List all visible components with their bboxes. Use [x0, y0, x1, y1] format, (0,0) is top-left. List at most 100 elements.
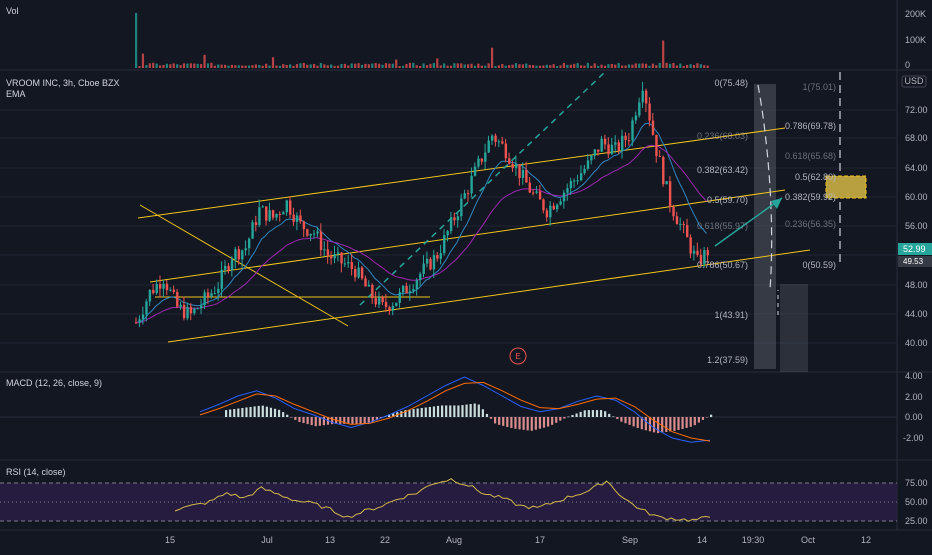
macd-histogram-bar — [302, 417, 305, 424]
volume-bar — [555, 66, 559, 68]
candle-body — [172, 289, 176, 292]
macd-label[interactable]: MACD (12, 26, close, 9) — [6, 378, 102, 388]
symbol-title[interactable]: VROOM INC, 3h, Cboe BZX — [6, 78, 120, 88]
rsi-label[interactable]: RSI (14, close) — [6, 467, 66, 477]
macd-histogram-bar — [677, 417, 680, 431]
candle — [258, 199, 261, 228]
volume-bar — [213, 65, 216, 68]
volume-bar — [333, 65, 336, 68]
macd-histogram-bar — [441, 405, 444, 417]
candle — [603, 134, 607, 150]
candle-body — [217, 288, 220, 294]
candle-body — [220, 269, 223, 289]
macd-histogram-bar — [710, 414, 713, 417]
candle — [511, 161, 514, 172]
volume-bar — [696, 63, 699, 68]
candle-body — [261, 206, 265, 208]
candle — [473, 162, 477, 177]
macd-histogram-bar — [424, 407, 427, 417]
candle-body — [145, 301, 148, 315]
rsi-tick: 75.00 — [905, 478, 928, 488]
macd-histogram-bar — [277, 409, 281, 417]
candle — [179, 301, 182, 310]
fib-right-label: 0.236(56.35) — [785, 219, 836, 229]
candle-body — [514, 164, 518, 169]
macd-histogram-bar — [587, 410, 590, 417]
candle — [388, 305, 391, 315]
currency-badge[interactable] — [901, 75, 927, 88]
volume-bar — [627, 64, 631, 68]
candle-body — [559, 201, 562, 205]
volume-bar — [203, 54, 206, 68]
volume-bar — [583, 65, 586, 68]
projection-dashed[interactable] — [359, 71, 606, 306]
macd-histogram-bar — [551, 417, 554, 425]
candle — [466, 189, 470, 202]
candle — [679, 217, 682, 231]
price-axis[interactable]: USD 72.00 68.00 64.00 60.00 56.00 48.00 … — [898, 75, 932, 348]
candle-body — [494, 135, 497, 142]
time-axis[interactable]: 15 Jul 13 22 Aug 17 Sep 14 19:30 Oct 12 — [165, 535, 871, 545]
candle-body — [484, 152, 487, 162]
volume-bar — [343, 63, 346, 68]
volume-bar — [289, 64, 292, 68]
candle — [617, 139, 620, 155]
candle-body — [275, 213, 278, 218]
candle-body — [367, 284, 371, 287]
projection-arrow[interactable] — [714, 197, 783, 247]
candle — [552, 202, 555, 211]
candle-body — [333, 254, 336, 259]
fib-dashed-lines[interactable] — [757, 72, 841, 315]
candle-body — [504, 143, 508, 159]
price-tick: 56.00 — [905, 221, 928, 231]
volume-bar — [247, 65, 251, 68]
candle — [254, 215, 258, 232]
candle — [182, 296, 186, 321]
target-zone-box[interactable] — [825, 175, 867, 199]
candle — [453, 212, 456, 226]
earnings-event-marker[interactable] — [509, 347, 527, 365]
candle — [545, 208, 549, 222]
candle — [172, 285, 176, 295]
channel-lower-line[interactable] — [167, 249, 811, 343]
candle — [460, 193, 463, 221]
candle-body — [429, 258, 432, 270]
volume-bar — [668, 63, 672, 68]
candle-body — [682, 223, 686, 226]
candle — [696, 242, 699, 257]
volume-bars — [135, 13, 709, 68]
trend-channel[interactable] — [137, 71, 811, 343]
volume-bar — [621, 65, 624, 68]
candle — [319, 223, 323, 256]
ema-indicator-label[interactable]: EMA — [6, 89, 26, 99]
channel-middle-line[interactable] — [149, 189, 786, 283]
volume-bar — [460, 63, 463, 68]
volume-bar — [234, 65, 237, 68]
candle-body — [237, 249, 241, 260]
volume-bar — [508, 65, 511, 68]
candle-body — [210, 293, 213, 297]
candle-body — [244, 248, 247, 251]
candle-body — [535, 191, 538, 193]
volume-bar — [672, 62, 675, 68]
candle-body — [621, 135, 624, 151]
candle — [135, 317, 138, 324]
candle — [268, 202, 271, 222]
descending-trendline[interactable] — [139, 204, 349, 327]
candle — [347, 255, 350, 268]
candle — [525, 161, 528, 183]
volume-bar — [562, 62, 566, 68]
volume-bar — [603, 65, 607, 68]
volume-bar — [525, 63, 528, 68]
rsi-line — [174, 478, 711, 522]
time-tick: 22 — [380, 535, 390, 545]
candle — [367, 280, 371, 287]
fib-dash-curve-left[interactable] — [757, 84, 773, 291]
candle — [186, 302, 189, 321]
candle — [446, 229, 449, 242]
candle — [220, 261, 223, 297]
volume-bar — [330, 64, 333, 68]
candle-body — [473, 166, 477, 176]
channel-upper-line[interactable] — [137, 127, 786, 219]
